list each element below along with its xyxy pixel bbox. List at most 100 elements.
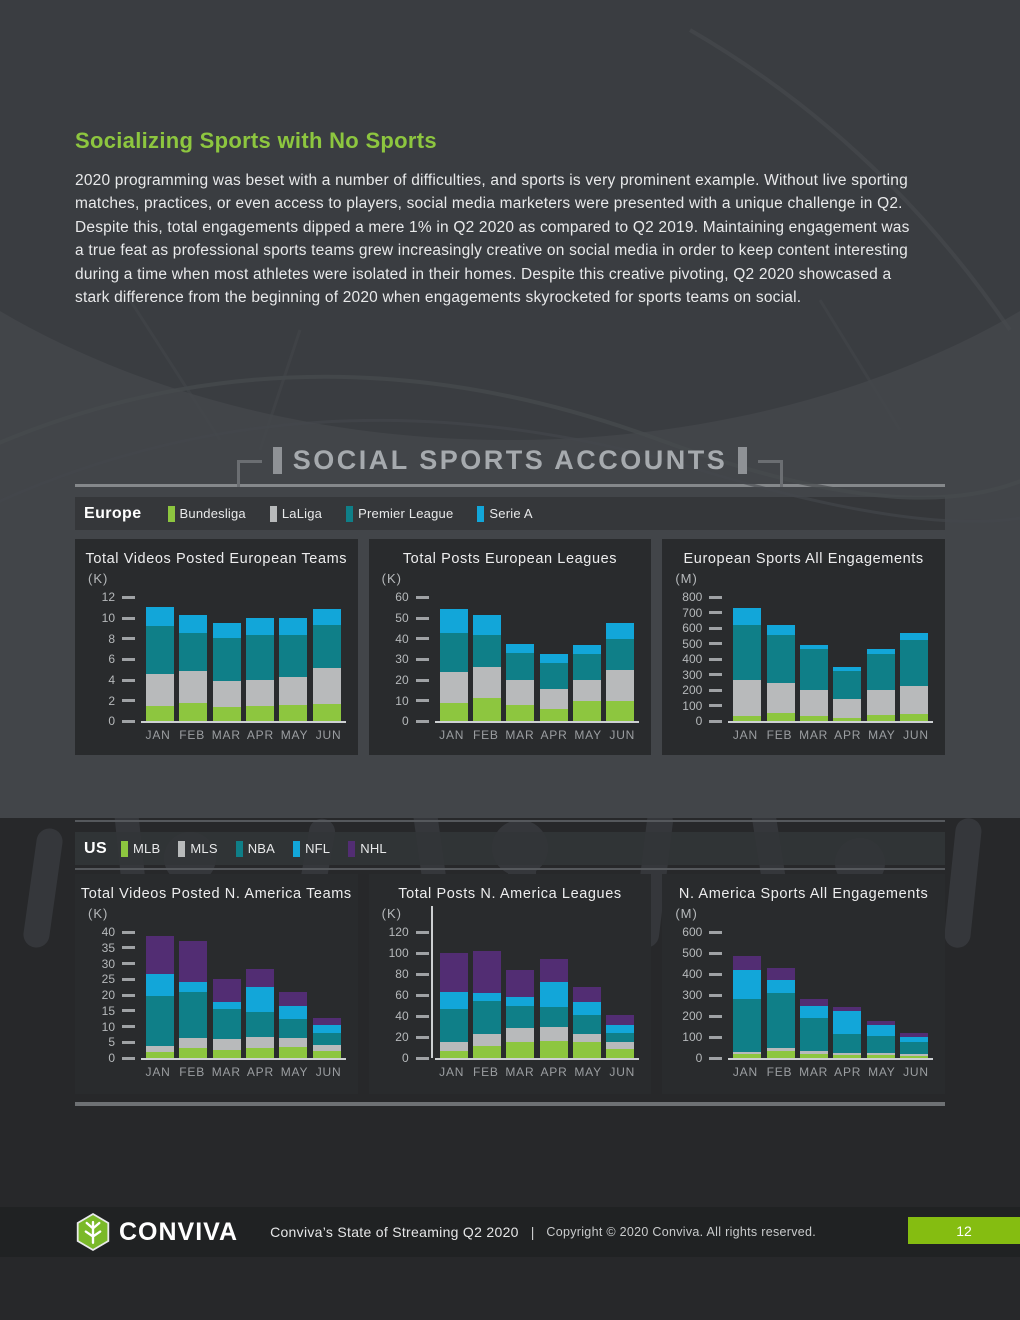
bar-segment-mlb: [799, 1053, 828, 1058]
y-tick-label: 5: [108, 1035, 115, 1050]
bar-segment-mls: [733, 1052, 762, 1054]
chart-panel-europe-videos: Total Videos Posted European Teams (K) 12 1…: [75, 539, 358, 756]
intro-paragraph: 2020 programming was beset with a number…: [75, 172, 910, 307]
y-tick-mark: [122, 657, 135, 661]
bar-segment-serie-a: [799, 644, 828, 650]
axis-unit-label: (K): [88, 906, 109, 921]
plot-area: [141, 932, 346, 1060]
stacked-bar-may: [572, 986, 601, 1058]
bar-segment-serie-a: [766, 624, 795, 635]
stacked-bar-feb: [766, 624, 795, 722]
y-tick: 30: [77, 956, 135, 972]
bar-segment-laliga: [799, 689, 828, 717]
bar-segment-bundesliga: [733, 716, 762, 722]
y-tick-mark: [122, 1009, 135, 1013]
y-tick-mark: [122, 719, 135, 723]
bar-segment-serie-a: [572, 645, 601, 655]
stacked-bar-may: [279, 618, 308, 722]
legend-item-nfl: NFL: [293, 840, 330, 857]
stacked-bar-mar: [799, 999, 828, 1058]
stacked-bar-may: [866, 1021, 895, 1058]
stacked-bar-apr: [245, 968, 274, 1058]
bar-segment-mlb: [833, 1054, 862, 1058]
bar-segment-laliga: [312, 667, 341, 704]
bar-segment-mlb: [179, 1048, 208, 1058]
legend-item-mlb: MLB: [121, 840, 161, 857]
bottom-divider: [75, 1102, 945, 1106]
y-tick: 60: [371, 589, 429, 605]
bar-segment-nba: [833, 1033, 862, 1054]
chart-body: (M) 600 500 400 300 200 100 0 JAN FEB MAR APR MAY JUN: [662, 906, 945, 1084]
x-label-mar: MAR: [211, 728, 241, 743]
x-label-jan: JAN: [145, 728, 171, 743]
y-tick-label: 20: [101, 988, 115, 1002]
x-label-may: MAY: [868, 1065, 896, 1079]
y-tick-mark: [709, 930, 723, 934]
stacked-bar-mar: [799, 644, 828, 722]
legend-label: MLB: [133, 841, 161, 856]
bar-segment-laliga: [245, 680, 274, 706]
chart-title: N. America Sports All Engagements: [678, 886, 929, 902]
bar-segment-mlb: [279, 1046, 308, 1058]
y-tick-label: 50: [395, 611, 409, 626]
section-header: SOCIAL SPORTS ACCOUNTS: [0, 445, 1020, 488]
y-tick-mark: [709, 951, 723, 955]
y-tick-label: 60: [395, 988, 409, 1002]
bar-segment-nhl: [146, 936, 174, 974]
chart-panel-us-videos: Total Videos Posted N. America Teams (K) 4…: [75, 874, 358, 1094]
bar-segment-nba: [439, 1008, 468, 1043]
bar-segment-serie-a: [146, 606, 174, 627]
bar-segment-mlb: [212, 1049, 241, 1058]
bar-segment-serie-a: [506, 643, 535, 654]
legend-swatch-icon: [167, 505, 175, 522]
conviva-logo-icon: [76, 1212, 110, 1252]
legend-label: NBA: [247, 841, 276, 856]
x-label-jan: JAN: [145, 1065, 171, 1079]
bar-segment-nfl: [572, 1002, 601, 1015]
y-tick: 6: [77, 651, 135, 667]
bracket-left-icon: [236, 460, 262, 488]
y-tick-mark: [415, 657, 429, 661]
y-tick: 40: [371, 631, 429, 647]
stacked-bar-feb: [179, 615, 208, 722]
brand-wordmark: CONVIVA: [119, 1217, 239, 1246]
bar-segment-nba: [245, 1012, 274, 1037]
bar-segment-serie-a: [312, 608, 341, 626]
legend-swatch-icon: [477, 505, 485, 522]
y-tick-label: 10: [395, 693, 409, 708]
us-band: US MLB MLS NBA NFL NHL: [75, 832, 945, 865]
legend-item-mls: MLS: [178, 840, 218, 857]
y-tick-mark: [122, 616, 135, 620]
bar-segment-laliga: [539, 689, 568, 710]
bar-segment-bundesliga: [833, 718, 862, 722]
y-tick: 0: [664, 1050, 723, 1066]
y-tick-label: 12: [101, 590, 115, 605]
bar-segment-mlb: [506, 1041, 535, 1058]
bar-segment-mlb: [733, 1053, 762, 1058]
x-label-mar: MAR: [799, 728, 829, 743]
bar-segment-nba: [146, 995, 174, 1047]
y-tick-label: 100: [682, 698, 703, 713]
bar-segment-nfl: [539, 982, 568, 1007]
x-label-may: MAY: [574, 1065, 602, 1079]
y-tick-mark: [415, 637, 429, 641]
bar-segment-laliga: [146, 673, 174, 706]
y-tick-mark: [415, 595, 429, 599]
y-tick-mark: [709, 611, 723, 615]
plot-area: [434, 597, 640, 724]
bar-segment-premier-league: [606, 638, 635, 670]
bar-segment-premier-league: [572, 654, 601, 681]
x-label-mar: MAR: [505, 728, 535, 743]
bar-segment-nhl: [245, 968, 274, 987]
bar-segment-laliga: [899, 685, 928, 715]
bar-segment-nfl: [766, 980, 795, 993]
bar-segment-mlb: [539, 1040, 568, 1058]
bar-segment-mls: [472, 1033, 501, 1047]
europe-charts-row: Total Videos Posted European Teams (K) 12 1…: [75, 539, 945, 756]
y-tick-mark: [415, 678, 429, 682]
bar-segment-nfl: [245, 986, 274, 1013]
stacked-bar-apr: [833, 1006, 862, 1058]
y-tick: 100: [664, 698, 723, 714]
x-label-apr: APR: [246, 728, 274, 743]
y-tick-label: 60: [395, 590, 409, 605]
